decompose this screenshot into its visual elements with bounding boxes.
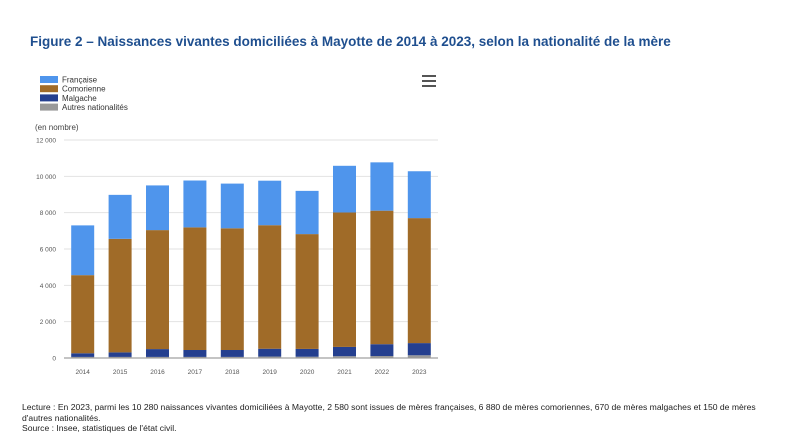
x-tick-label: 2015 xyxy=(113,369,128,376)
bar-segment xyxy=(220,228,244,351)
bar-segment xyxy=(333,346,356,357)
bar-segment xyxy=(146,230,169,350)
bar-segment xyxy=(71,353,95,357)
y-unit-label: (en nombre) xyxy=(35,123,79,132)
bar-segment xyxy=(333,212,356,347)
x-tick-label: 2023 xyxy=(412,369,427,376)
bar-segment xyxy=(295,234,319,349)
bar-segment xyxy=(258,356,282,358)
bar-segment xyxy=(220,350,244,357)
bar-segment xyxy=(333,165,356,213)
legend-swatch xyxy=(40,85,58,93)
y-tick-label: 2 000 xyxy=(40,319,57,326)
legend-label: Autres nationalités xyxy=(62,103,128,112)
x-tick-label: 2022 xyxy=(375,369,390,376)
bar-segment xyxy=(108,356,132,358)
source-note: Source : Insee, statistiques de l'état c… xyxy=(22,423,177,433)
chart-bars xyxy=(71,162,431,358)
bar-segment xyxy=(407,171,431,219)
legend-label: Malgache xyxy=(62,94,97,103)
bar-segment xyxy=(108,352,132,357)
bar-segment xyxy=(407,355,431,358)
bar-segment xyxy=(220,356,244,358)
bar-segment xyxy=(183,180,207,228)
y-tick-label: 0 xyxy=(52,356,56,363)
x-axis-ticks: 2014 2015 2016 2017 2018 2019 2020 2021 2022 2023 xyxy=(75,369,426,376)
y-tick-label: 12 000 xyxy=(36,138,56,145)
bar-segment xyxy=(295,356,319,358)
bar-segment xyxy=(220,183,244,229)
bar-segment xyxy=(295,348,319,357)
legend-swatch xyxy=(40,94,58,102)
bar-segment xyxy=(370,162,394,211)
x-tick-label: 2014 xyxy=(75,369,90,376)
bar-segment xyxy=(333,356,356,358)
legend-swatch xyxy=(40,103,58,111)
bar-segment xyxy=(108,194,132,239)
bar-segment xyxy=(71,275,95,354)
y-tick-label: 4 000 xyxy=(40,283,57,290)
bar-segment xyxy=(407,343,431,356)
x-tick-label: 2016 xyxy=(150,369,165,376)
x-tick-label: 2019 xyxy=(262,369,277,376)
y-tick-label: 8 000 xyxy=(40,210,57,217)
legend-label: Française xyxy=(62,76,98,85)
figure-title: Figure 2 – Naissances vivantes domicilié… xyxy=(30,34,671,49)
bar-segment xyxy=(370,356,394,358)
legend-swatch xyxy=(40,76,58,83)
bar-segment xyxy=(71,225,95,276)
bar-segment xyxy=(183,350,207,357)
figure-notes: Lecture : En 2023, parmi les 10 280 nais… xyxy=(22,402,782,434)
bar-segment xyxy=(370,344,394,357)
bar-segment xyxy=(146,185,169,231)
bar-segment xyxy=(258,225,282,349)
bar-segment xyxy=(258,180,282,226)
lecture-note: Lecture : En 2023, parmi les 10 280 nais… xyxy=(22,402,756,423)
x-tick-label: 2020 xyxy=(300,369,315,376)
y-tick-label: 10 000 xyxy=(36,174,56,181)
bar-segment xyxy=(407,218,431,344)
bar-segment xyxy=(370,210,394,345)
bar-segment xyxy=(146,356,169,358)
y-axis-ticks: 0 2 000 4 000 6 000 8 000 10 000 12 000 xyxy=(36,138,56,363)
x-tick-label: 2021 xyxy=(337,369,352,376)
hamburger-menu-icon[interactable] xyxy=(422,75,436,87)
bar-segment xyxy=(146,349,169,357)
x-tick-label: 2017 xyxy=(188,369,203,376)
bar-segment xyxy=(108,238,132,353)
bar-segment xyxy=(183,227,207,351)
bar-segment xyxy=(295,190,319,235)
legend-label: Comorienne xyxy=(62,85,106,94)
x-tick-label: 2018 xyxy=(225,369,240,376)
bar-segment xyxy=(71,356,95,358)
y-tick-label: 6 000 xyxy=(40,247,57,254)
bar-segment xyxy=(183,356,207,358)
bar-segment xyxy=(258,348,282,357)
